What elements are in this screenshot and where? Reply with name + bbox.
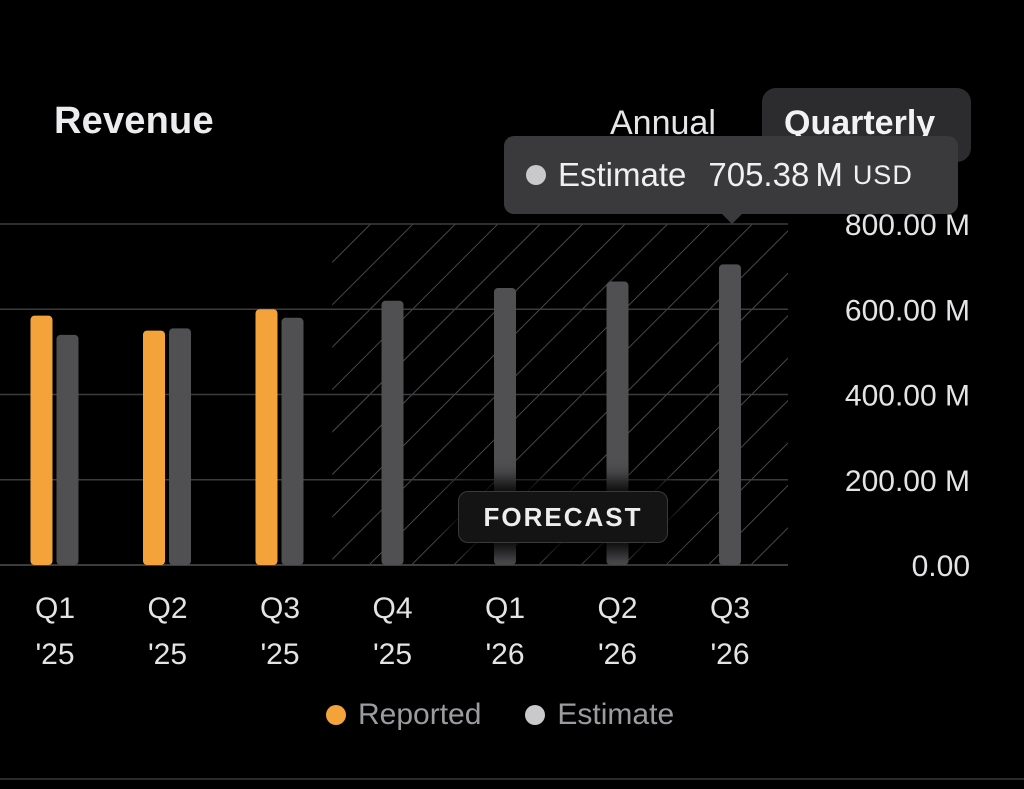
- value-tooltip: Estimate 705.38 M USD: [504, 136, 958, 214]
- x-tick-quarter: Q1: [35, 592, 75, 625]
- y-tick-label: 400.00 M: [845, 380, 970, 413]
- legend-label-reported: Reported: [358, 698, 482, 731]
- bar-estimate[interactable]: [381, 300, 404, 565]
- annual-toggle[interactable]: Annual: [610, 104, 716, 142]
- x-tick-quarter: Q2: [147, 592, 187, 625]
- reported-dot-icon: [326, 705, 346, 725]
- y-tick-label: 800.00 M: [845, 209, 970, 242]
- legend-item-reported[interactable]: Reported: [326, 698, 481, 732]
- bar-estimate[interactable]: [169, 328, 191, 565]
- bar-reported[interactable]: [255, 309, 278, 565]
- tooltip-label: Estimate: [558, 156, 687, 193]
- chart-legend: Reported Estimate: [326, 698, 718, 732]
- legend-item-estimate[interactable]: Estimate: [525, 698, 674, 732]
- estimate-legend-dot-icon: [525, 705, 546, 725]
- tooltip-unit: M: [815, 156, 843, 193]
- x-tick-year: '25: [260, 638, 299, 671]
- x-tick-quarter: Q3: [260, 592, 300, 625]
- x-tick-year: '25: [373, 638, 412, 671]
- forecast-badge: FORECAST: [458, 491, 668, 543]
- bottom-divider: [0, 778, 1024, 780]
- y-tick-label: 600.00 M: [845, 294, 970, 327]
- bar-estimate[interactable]: [281, 317, 304, 565]
- tooltip-caret-icon: [720, 212, 744, 224]
- chart-title: Revenue: [54, 100, 214, 142]
- x-tick-year: '25: [35, 638, 74, 671]
- x-tick-year: '25: [148, 638, 187, 671]
- x-tick-year: '26: [710, 638, 749, 671]
- y-tick-label: 200.00 M: [845, 465, 970, 498]
- x-tick-quarter: Q2: [597, 592, 637, 625]
- tooltip-currency: USD: [852, 159, 913, 190]
- bar-estimate[interactable]: [719, 264, 741, 565]
- bar-estimate[interactable]: [56, 334, 79, 565]
- x-tick-year: '26: [485, 638, 524, 671]
- bar-reported[interactable]: [30, 315, 53, 565]
- x-tick-quarter: Q1: [485, 592, 525, 625]
- tooltip-value: 705.38: [708, 156, 810, 193]
- estimate-dot-icon: [526, 165, 546, 185]
- x-tick-year: '26: [598, 638, 637, 671]
- bar-reported[interactable]: [143, 330, 165, 565]
- x-tick-quarter: Q3: [710, 592, 750, 625]
- legend-label-estimate: Estimate: [557, 698, 675, 731]
- x-tick-quarter: Q4: [372, 592, 412, 625]
- y-tick-label: 0.00: [912, 550, 970, 583]
